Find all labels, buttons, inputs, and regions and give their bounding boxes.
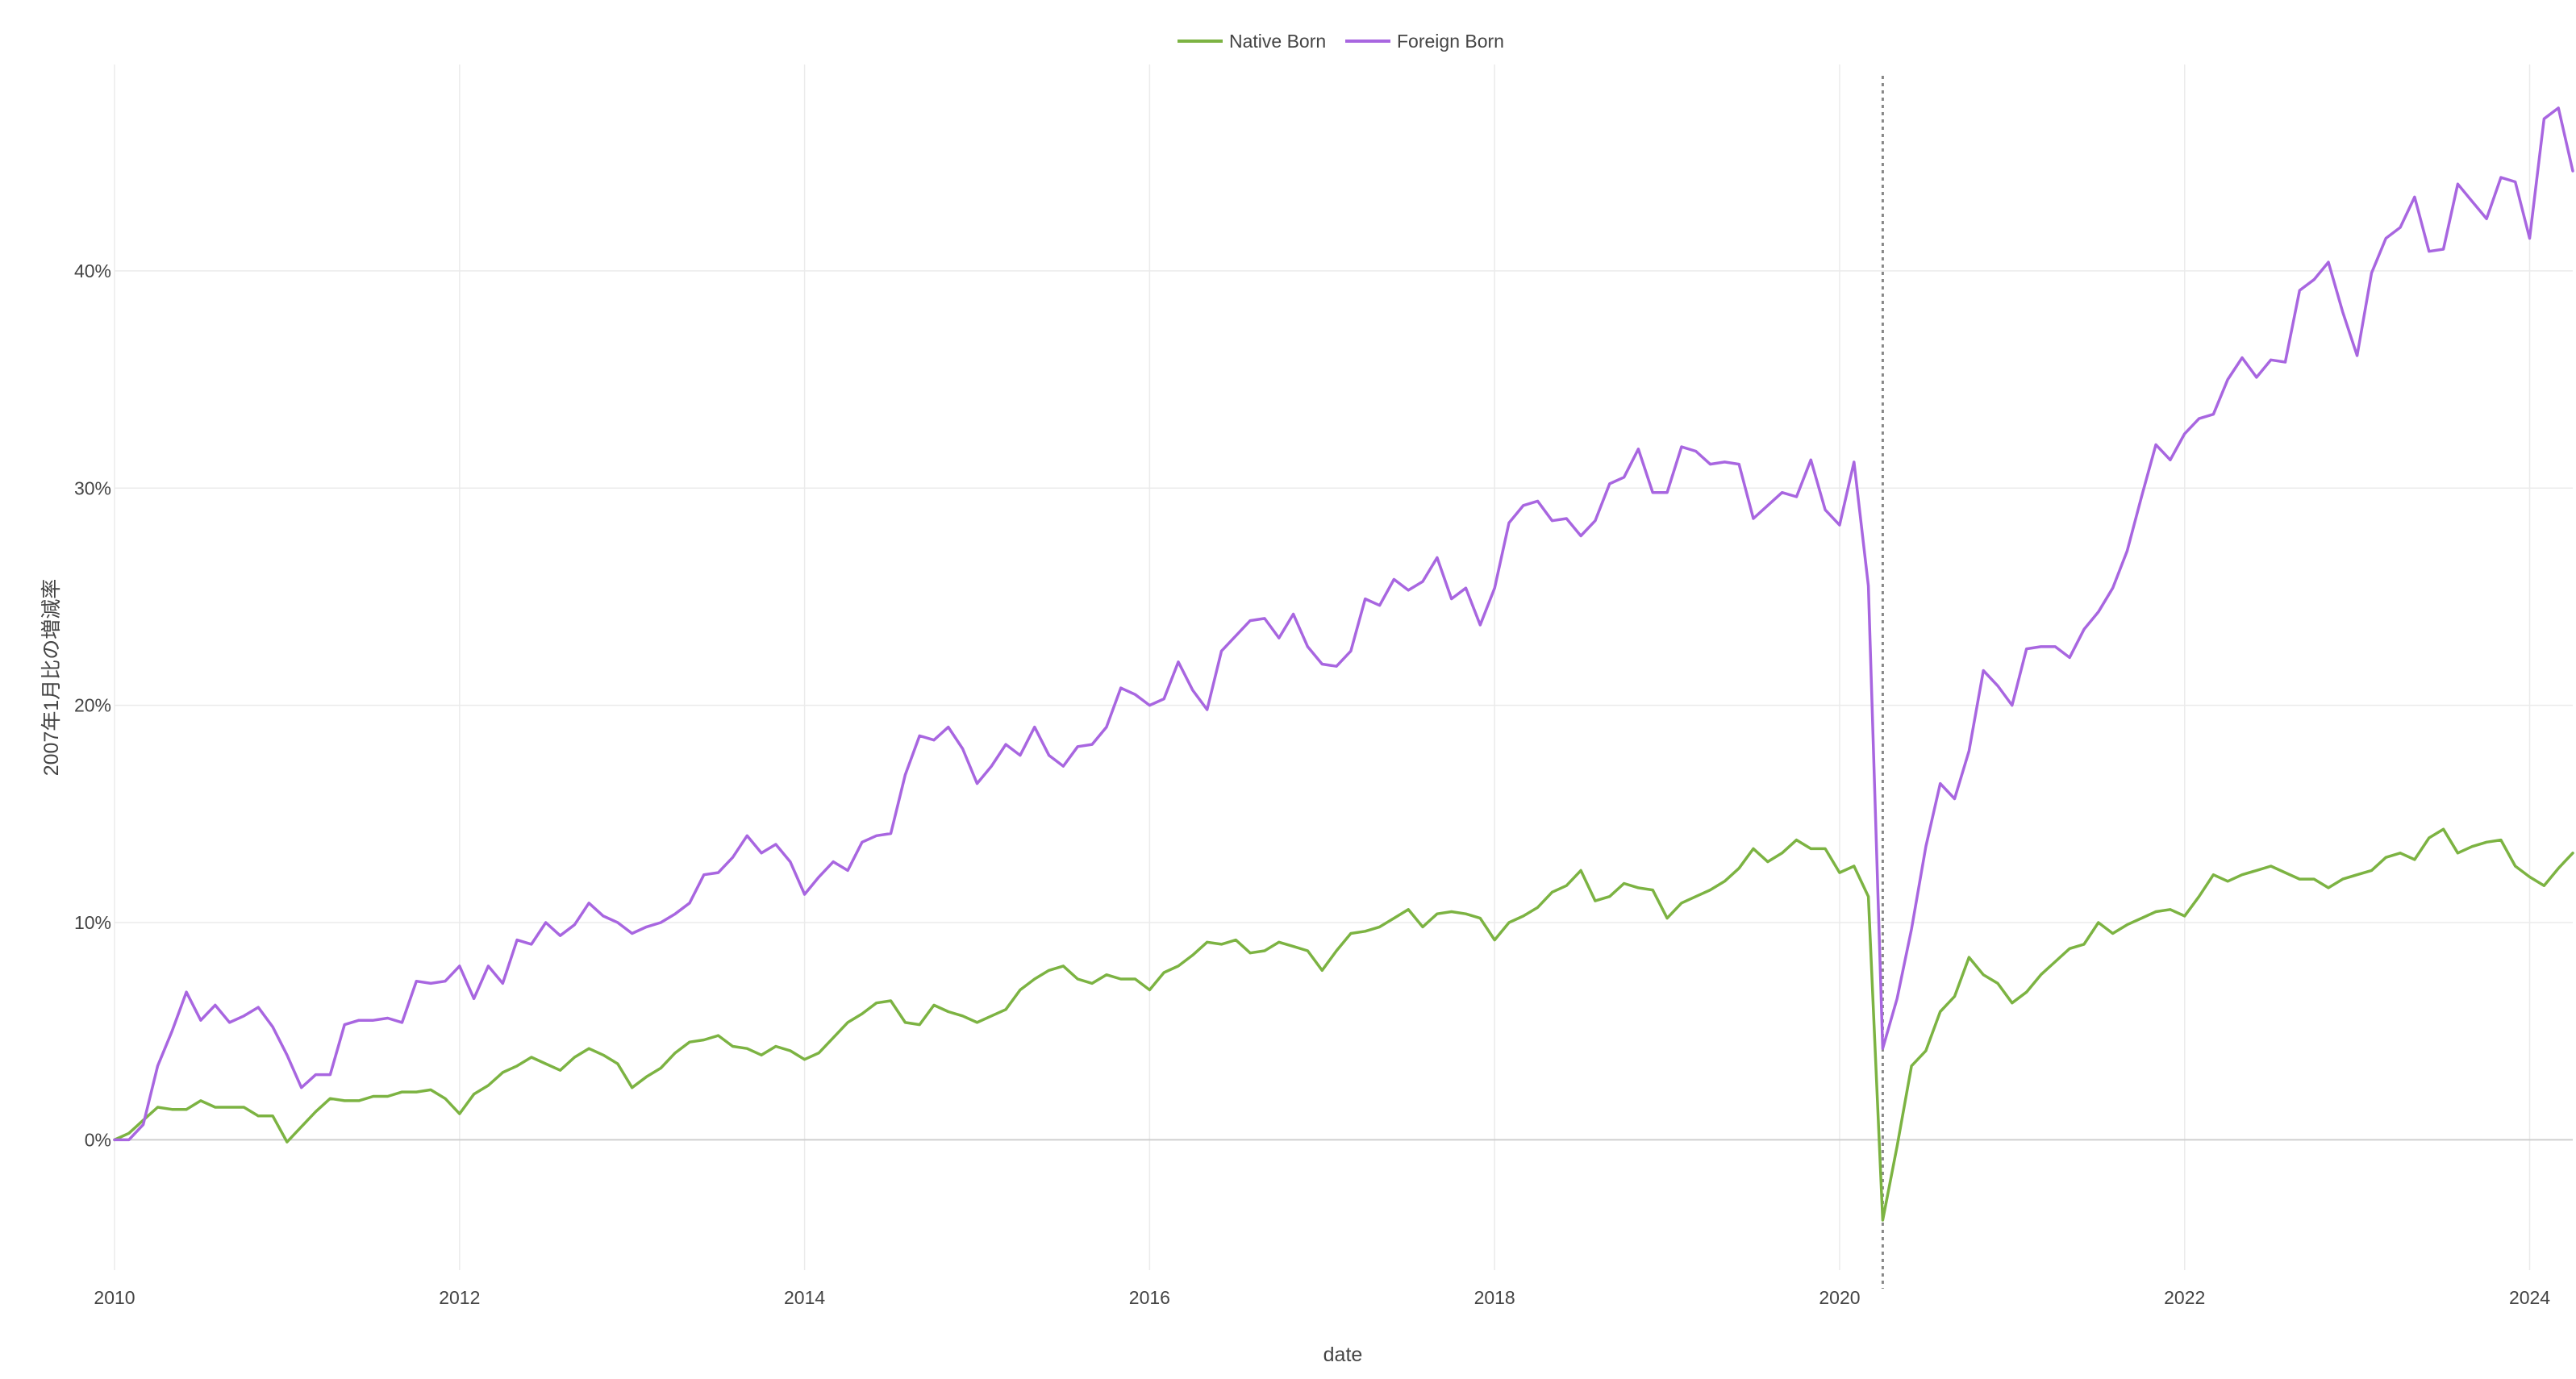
- x-tick-label: 2022: [2164, 1287, 2205, 1308]
- x-tick-label: 2020: [1819, 1287, 1860, 1308]
- series-line-native-born: [113, 827, 2574, 1222]
- legend-label-foreign-born: Foreign Born: [1397, 31, 1504, 52]
- x-tick-label: 2024: [2509, 1287, 2550, 1308]
- y-tick-label: 10%: [74, 912, 111, 933]
- x-tick-label: 2012: [439, 1287, 480, 1308]
- x-tick-label: 2014: [784, 1287, 825, 1308]
- x-axis-title: date: [1323, 1344, 1363, 1366]
- legend: Native Born Foreign Born: [1178, 31, 1504, 52]
- series-line-foreign-born: [113, 106, 2574, 1142]
- x-tick-label: 2010: [94, 1287, 135, 1308]
- x-axis-tick-labels: 2010 2012 2014 2016 2018 2020 2022 2024: [94, 1287, 2550, 1308]
- series-lines: [113, 106, 2574, 1222]
- y-axis-title: 2007年1月比の増減率: [40, 579, 63, 777]
- y-tick-label: 30%: [74, 477, 111, 498]
- y-tick-label: 20%: [74, 695, 111, 716]
- y-axis-tick-labels: 0% 10% 20% 30% 40%: [74, 260, 111, 1150]
- grid-lines: [114, 65, 2573, 1270]
- x-tick-label: 2016: [1129, 1287, 1170, 1308]
- legend-label-native-born: Native Born: [1229, 31, 1326, 52]
- x-tick-label: 2018: [1474, 1287, 1515, 1308]
- y-tick-label: 40%: [74, 260, 111, 281]
- y-tick-label: 0%: [85, 1129, 111, 1150]
